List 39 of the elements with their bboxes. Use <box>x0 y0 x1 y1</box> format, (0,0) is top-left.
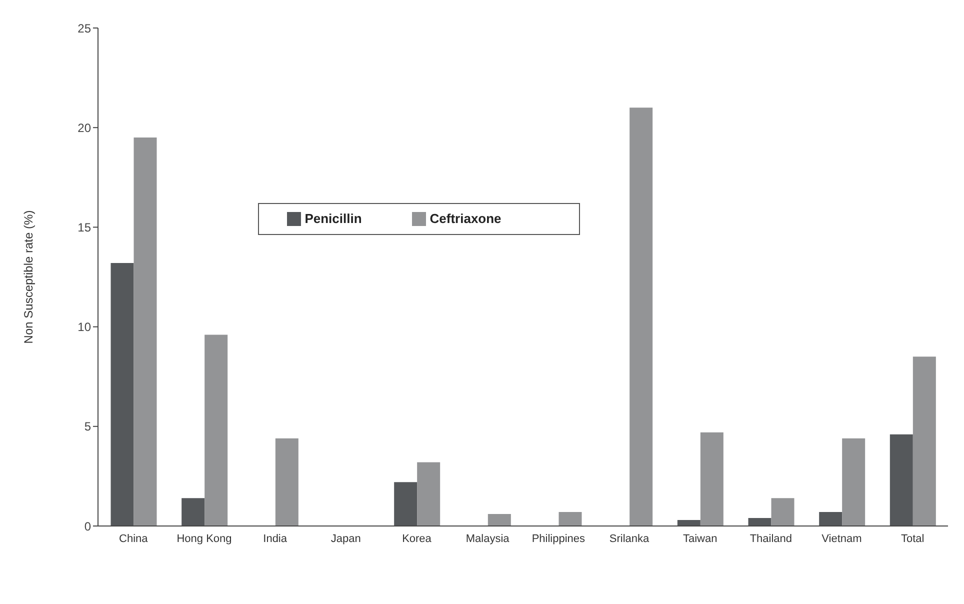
bar <box>134 138 157 526</box>
bar <box>748 518 772 526</box>
bar <box>110 263 134 526</box>
bar <box>700 432 724 526</box>
x-tick-label: Philippines <box>532 532 586 545</box>
x-tick-label: Total <box>900 532 924 545</box>
x-tick-label: India <box>263 532 288 545</box>
bar <box>182 498 205 526</box>
bar <box>488 514 511 526</box>
y-tick-label: 20 <box>78 120 92 135</box>
bar <box>558 512 582 526</box>
bar <box>417 462 440 526</box>
x-tick-label: Malaysia <box>466 532 510 545</box>
x-tick-label: Hong Kong <box>176 532 232 545</box>
x-tick-label: Srilanka <box>609 532 650 545</box>
legend-label: Penicillin <box>304 211 362 226</box>
x-tick-label: Vietnam <box>822 532 862 545</box>
bar <box>912 356 936 526</box>
y-tick-label: 5 <box>84 420 92 434</box>
bar <box>890 434 913 526</box>
y-axis-title: Non Susceptible rate (%) <box>21 210 36 344</box>
bar <box>204 334 228 526</box>
bar <box>842 438 866 526</box>
y-tick-label: 15 <box>78 220 92 234</box>
y-tick-label: 0 <box>84 519 92 534</box>
bar <box>819 512 842 526</box>
x-tick-label: Japan <box>330 532 361 545</box>
bar <box>630 108 653 526</box>
x-tick-label: Korea <box>402 532 432 545</box>
bar <box>275 438 298 526</box>
bar <box>677 520 700 526</box>
y-tick-label: 10 <box>78 320 92 334</box>
bar <box>394 482 418 526</box>
y-tick-label: 25 <box>78 21 92 36</box>
bar <box>771 498 794 526</box>
x-tick-label: China <box>119 532 149 545</box>
legend-label: Ceftriaxone <box>430 211 502 226</box>
x-tick-label: Thailand <box>750 532 792 545</box>
x-tick-label: Taiwan <box>682 532 718 545</box>
